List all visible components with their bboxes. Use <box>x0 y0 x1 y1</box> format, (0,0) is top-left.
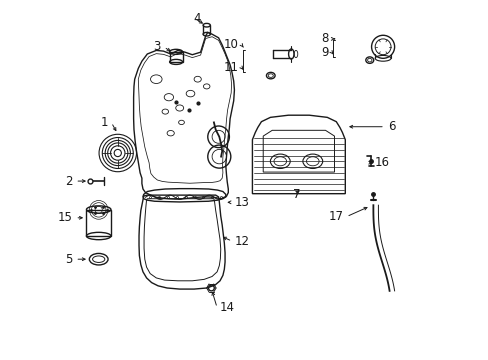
Text: 10: 10 <box>224 39 238 51</box>
Text: 1: 1 <box>101 116 108 129</box>
Text: 11: 11 <box>224 61 238 74</box>
Text: 13: 13 <box>235 196 249 209</box>
Text: 5: 5 <box>65 253 72 266</box>
Text: 3: 3 <box>153 40 161 53</box>
Text: 14: 14 <box>220 301 235 314</box>
Text: 9: 9 <box>321 46 328 59</box>
Text: 6: 6 <box>387 120 394 133</box>
Text: 17: 17 <box>328 210 343 223</box>
Text: 15: 15 <box>58 211 72 224</box>
Text: 16: 16 <box>374 156 389 169</box>
Text: 2: 2 <box>65 175 72 188</box>
Text: 7: 7 <box>293 188 300 201</box>
Text: 8: 8 <box>321 32 328 45</box>
Text: 12: 12 <box>235 235 250 248</box>
Bar <box>169 52 182 62</box>
Text: 4: 4 <box>193 12 200 24</box>
Bar <box>86 210 111 236</box>
